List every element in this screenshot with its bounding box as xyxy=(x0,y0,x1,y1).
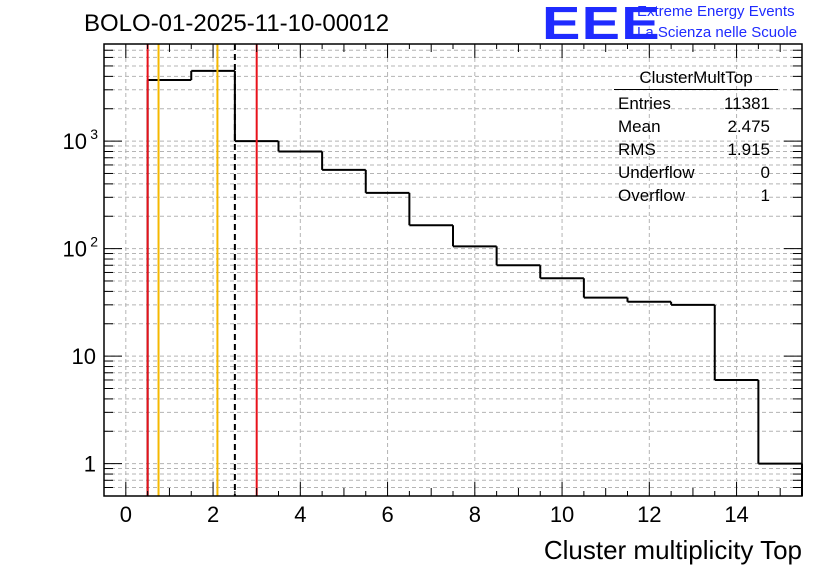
x-tick-label: 10 xyxy=(550,502,574,527)
y-tick-exponent: 2 xyxy=(90,234,98,250)
x-tick-label: 2 xyxy=(207,502,219,527)
y-tick-label: 10 xyxy=(63,129,87,154)
x-tick-label: 8 xyxy=(469,502,481,527)
stats-row-overflow: Overflow 1 xyxy=(610,184,778,207)
x-tick-label: 14 xyxy=(724,502,748,527)
stats-row-rms: RMS 1.915 xyxy=(610,138,778,161)
y-tick-label: 10 xyxy=(72,344,96,369)
stats-value: 0 xyxy=(760,163,770,182)
x-tick-label: 0 xyxy=(120,502,132,527)
y-tick-label: 10 xyxy=(63,237,87,262)
eee-logo: EEE xyxy=(542,0,661,49)
x-tick-label: 6 xyxy=(381,502,393,527)
stats-box: ClusterMultTop Entries 11381 Mean 2.475 … xyxy=(610,68,778,207)
stats-row-underflow: Underflow 0 xyxy=(610,161,778,184)
stats-row-entries: Entries 11381 xyxy=(610,92,778,115)
grid xyxy=(104,43,802,497)
y-tick-exponent: 3 xyxy=(90,126,98,142)
logo-line-2: La Scienza nelle Scuole xyxy=(637,24,798,41)
stats-label: Entries xyxy=(618,94,671,113)
stats-label: Overflow xyxy=(618,186,686,205)
stats-label: Underflow xyxy=(618,163,695,182)
x-tick-label: 4 xyxy=(294,502,306,527)
y-tick-label: 1 xyxy=(84,452,96,477)
x-tick-label: 12 xyxy=(637,502,661,527)
stats-value: 11381 xyxy=(723,94,770,113)
marker-lines xyxy=(146,44,258,496)
stats-row-mean: Mean 2.475 xyxy=(610,115,778,138)
stats-title: ClusterMultTop xyxy=(614,68,778,90)
logo-line-1: Extreme Energy Events xyxy=(637,3,795,20)
axis-ticks xyxy=(103,43,803,497)
stats-label: RMS xyxy=(618,140,656,159)
stats-label: Mean xyxy=(618,117,661,136)
stats-value: 1.915 xyxy=(727,140,770,159)
x-axis-label: Cluster multiplicity Top xyxy=(544,535,802,565)
stats-value: 2.475 xyxy=(727,117,770,136)
stats-value: 1 xyxy=(760,186,770,205)
chart-title: BOLO-01-2025-11-10-00012 xyxy=(84,10,390,37)
